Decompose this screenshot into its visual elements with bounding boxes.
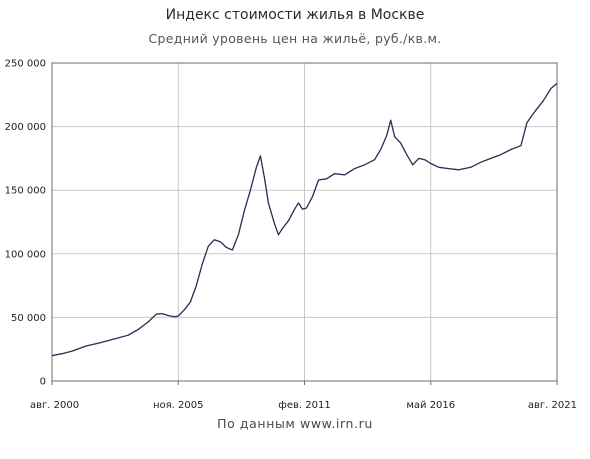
chart-title: Индекс стоимости жилья в Москве (165, 7, 425, 23)
x-tick-label: авг. 2021 (528, 400, 577, 411)
grid-lines (52, 63, 557, 381)
x-tick-label: авг. 2000 (30, 400, 79, 411)
x-tick-label: май 2016 (406, 400, 455, 411)
x-tick-label: фев. 2011 (278, 400, 330, 411)
y-tick-label: 250 000 (5, 59, 46, 70)
series-line (51, 82, 558, 357)
y-tick-label: 50 000 (11, 313, 46, 324)
x-tick-label: ноя. 2005 (153, 400, 203, 411)
data-source-note: По данным www.irn.ru (217, 416, 373, 431)
y-axis-ticks: 0 50 000 100 000 150 000 200 000 250 000 (5, 59, 46, 388)
y-tick-label: 0 (40, 377, 46, 388)
y-tick-label: 100 000 (5, 249, 46, 260)
chart-subtitle: Средний уровень цен на жильё, руб./кв.м. (148, 31, 442, 46)
x-axis-ticks: авг. 2000 ноя. 2005 фев. 2011 май 2016 авг. … (30, 381, 577, 411)
y-tick-label: 200 000 (5, 122, 46, 133)
y-tick-label: 150 000 (5, 186, 46, 197)
